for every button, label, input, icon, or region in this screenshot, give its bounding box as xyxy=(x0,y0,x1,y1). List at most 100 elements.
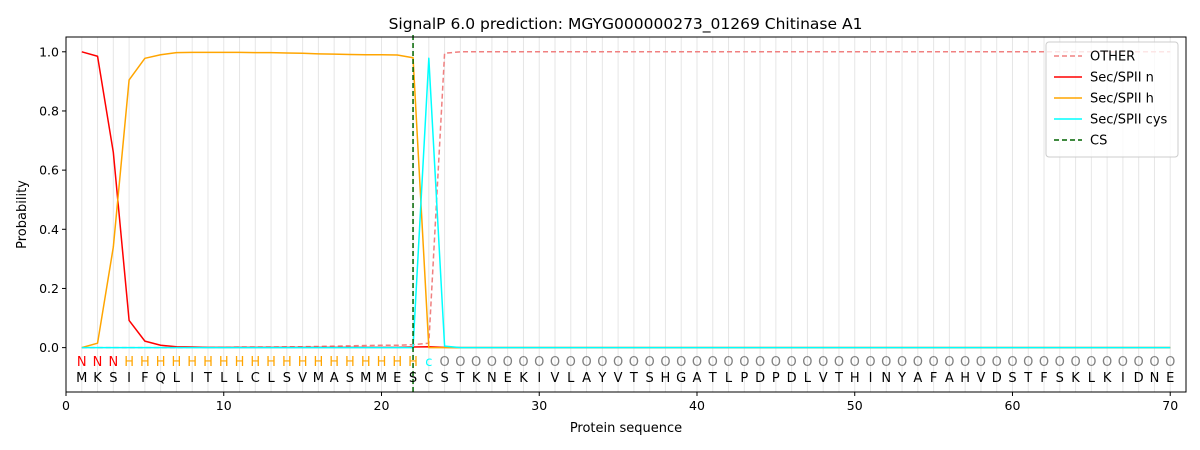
region-label: O xyxy=(1102,355,1112,370)
region-label: O xyxy=(1086,355,1096,370)
region-label: O xyxy=(645,355,655,370)
region-label: O xyxy=(1070,355,1080,370)
residue-label: S xyxy=(346,371,354,386)
legend-label: OTHER xyxy=(1090,50,1135,65)
residue-label: K xyxy=(93,371,102,386)
region-label: H xyxy=(377,355,387,370)
x-tick-label: 0 xyxy=(62,398,70,413)
residue-label: I xyxy=(190,371,194,386)
residue-label: L xyxy=(236,371,244,386)
legend-label: Sec/SPII n xyxy=(1090,71,1154,86)
residue-label: M xyxy=(76,371,87,386)
region-label: O xyxy=(581,355,591,370)
residue-label: T xyxy=(834,371,843,386)
region-label: O xyxy=(676,355,686,370)
residue-label: C xyxy=(424,371,433,386)
residue-label: K xyxy=(519,371,528,386)
residue-label: L xyxy=(173,371,181,386)
region-label: O xyxy=(928,355,938,370)
region-label: O xyxy=(1165,355,1175,370)
y-tick-label: 0.4 xyxy=(39,222,59,237)
region-label: O xyxy=(455,355,465,370)
region-label: O xyxy=(550,355,560,370)
region-label: O xyxy=(1134,355,1144,370)
series-line-sec-spii-cys xyxy=(81,57,1171,349)
series-line-sec-spii-n xyxy=(81,51,1171,349)
residue-label: E xyxy=(1166,371,1174,386)
residue-label: F xyxy=(141,371,148,386)
y-tick-label: 0.0 xyxy=(39,340,59,355)
sequence-annotation: NMNKNSHIHFHQHLHIHTHLHLHCHLHSHVHMHAHSHMHM… xyxy=(76,355,1175,386)
residue-label: F xyxy=(930,371,937,386)
y-tick-label: 0.6 xyxy=(39,163,59,178)
residue-label: A xyxy=(945,371,954,386)
residue-label: L xyxy=(567,371,575,386)
residue-label: I xyxy=(869,371,873,386)
residue-label: T xyxy=(203,371,212,386)
residue-label: V xyxy=(976,371,985,386)
series-line-sec-spii-h xyxy=(81,51,1171,349)
region-label: O xyxy=(802,355,812,370)
residue-gridlines xyxy=(81,37,1171,392)
region-label: O xyxy=(771,355,781,370)
region-label: O xyxy=(850,355,860,370)
residue-label: N xyxy=(487,371,497,386)
residue-label: Q xyxy=(156,371,166,386)
x-axis: 0 10 20 30 40 50 60 70 xyxy=(62,392,1178,413)
region-label: O xyxy=(992,355,1002,370)
residue-label: H xyxy=(661,371,671,386)
residue-label: P xyxy=(740,371,748,386)
region-label: O xyxy=(660,355,670,370)
region-label: O xyxy=(960,355,970,370)
region-label: H xyxy=(361,355,371,370)
region-label: N xyxy=(108,355,118,370)
residue-label: T xyxy=(1023,371,1032,386)
region-label: H xyxy=(408,355,418,370)
residue-label: S xyxy=(409,371,417,386)
residue-label: V xyxy=(551,371,560,386)
region-label: H xyxy=(266,355,276,370)
residue-label: S xyxy=(1008,371,1016,386)
residue-label: M xyxy=(313,371,324,386)
legend-label: Sec/SPII cys xyxy=(1090,113,1168,128)
residue-label: Y xyxy=(897,371,906,386)
region-label: H xyxy=(203,355,213,370)
region-label: H xyxy=(172,355,182,370)
region-label: O xyxy=(471,355,481,370)
residue-label: L xyxy=(220,371,228,386)
residue-label: V xyxy=(819,371,828,386)
region-label: O xyxy=(787,355,797,370)
region-label: H xyxy=(235,355,245,370)
residue-label: C xyxy=(251,371,260,386)
residue-label: D xyxy=(787,371,797,386)
residue-label: S xyxy=(109,371,117,386)
series-line-other xyxy=(81,51,1171,349)
residue-label: K xyxy=(1071,371,1080,386)
residue-label: I xyxy=(127,371,131,386)
region-label: H xyxy=(124,355,134,370)
region-label: H xyxy=(140,355,150,370)
region-label: O xyxy=(439,355,449,370)
region-label: H xyxy=(156,355,166,370)
residue-label: L xyxy=(267,371,275,386)
x-tick-label: 10 xyxy=(216,398,232,413)
region-label: O xyxy=(597,355,607,370)
residue-label: S xyxy=(1056,371,1064,386)
region-label: H xyxy=(219,355,229,370)
y-axis: 0.0 0.2 0.4 0.6 0.8 1.0 xyxy=(39,44,66,355)
residue-label: L xyxy=(725,371,733,386)
region-label: O xyxy=(518,355,528,370)
x-tick-label: 40 xyxy=(689,398,705,413)
residue-label: D xyxy=(755,371,765,386)
region-label: O xyxy=(1007,355,1017,370)
residue-label: A xyxy=(330,371,339,386)
residue-label: A xyxy=(693,371,702,386)
region-label: O xyxy=(834,355,844,370)
residue-label: E xyxy=(504,371,512,386)
y-tick-label: 1.0 xyxy=(39,44,59,59)
legend: OTHER Sec/SPII n Sec/SPII h Sec/SPII cys CS xyxy=(1045,41,1179,158)
region-label: O xyxy=(897,355,907,370)
plot-frame xyxy=(65,36,1187,393)
residue-label: F xyxy=(1040,371,1047,386)
series-layer xyxy=(81,35,1171,392)
